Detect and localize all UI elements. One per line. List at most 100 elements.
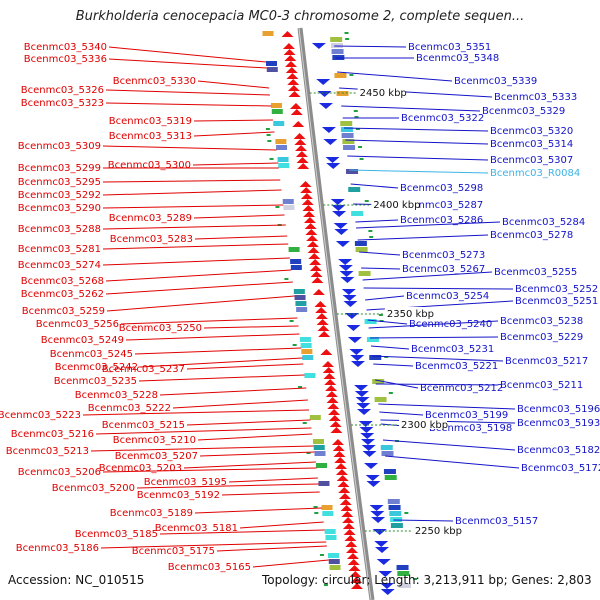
left-gene-label[interactable]: Bcenmc03_5242 bbox=[55, 362, 138, 373]
left-gene-label[interactable]: Bcenmc03_5222 bbox=[88, 403, 171, 414]
right-gene-label[interactable]: Bcenmc03_5193 bbox=[517, 418, 600, 429]
right-gene-label[interactable]: Bcenmc03_5339 bbox=[454, 76, 537, 87]
right-gene-label[interactable]: Bcenmc03_5252 bbox=[515, 284, 598, 295]
left-gene-label[interactable]: Bcenmc03_5228 bbox=[75, 390, 158, 401]
right-gene-label[interactable]: Bcenmc03_R0084 bbox=[490, 168, 580, 179]
left-gene-label[interactable]: Bcenmc03_5268 bbox=[21, 276, 104, 287]
left-gene-label[interactable]: Bcenmc03_5259 bbox=[22, 306, 105, 317]
right-gene-label[interactable]: Bcenmc03_5212 bbox=[420, 383, 503, 394]
right-gene-label[interactable]: Bcenmc03_5211 bbox=[500, 380, 583, 391]
left-gene-label[interactable]: Bcenmc03_5309 bbox=[18, 141, 101, 152]
right-gene-label[interactable]: Bcenmc03_5254 bbox=[406, 291, 489, 302]
left-gene-label[interactable]: Bcenmc03_5195 bbox=[144, 477, 227, 488]
right-gene-label[interactable]: Bcenmc03_5329 bbox=[482, 106, 565, 117]
left-gene-label[interactable]: Bcenmc03_5185 bbox=[75, 529, 158, 540]
left-gene-label[interactable]: Bcenmc03_5250 bbox=[119, 323, 202, 334]
right-connector-line bbox=[365, 295, 405, 301]
left-gene-label[interactable]: Bcenmc03_5340 bbox=[24, 42, 107, 53]
scale-tick-label: 2250 kbp bbox=[415, 526, 462, 537]
cog-block-left bbox=[312, 439, 324, 444]
left-connector-line bbox=[90, 445, 314, 452]
left-gene-label[interactable]: Bcenmc03_5288 bbox=[18, 224, 101, 235]
cog-block-right bbox=[364, 319, 377, 324]
left-gene-label[interactable]: Bcenmc03_5210 bbox=[113, 435, 196, 446]
right-gene-label[interactable]: Bcenmc03_5231 bbox=[411, 344, 494, 355]
left-gene-label[interactable]: Bcenmc03_5319 bbox=[109, 116, 192, 127]
cog-block-right bbox=[396, 565, 409, 570]
right-gene-label[interactable]: Bcenmc03_5255 bbox=[494, 267, 577, 278]
right-gene-label[interactable]: Bcenmc03_5157 bbox=[455, 516, 538, 527]
right-gene-label[interactable]: Bcenmc03_5217 bbox=[505, 356, 588, 367]
left-gene-label[interactable]: Bcenmc03_5165 bbox=[168, 562, 251, 573]
right-connector-line bbox=[350, 183, 399, 189]
left-gene-label[interactable]: Bcenmc03_5313 bbox=[109, 131, 192, 142]
left-gene-label[interactable]: Bcenmc03_5207 bbox=[115, 451, 198, 462]
right-gene-label[interactable]: Bcenmc03_5320 bbox=[490, 126, 573, 137]
left-gene-label[interactable]: Bcenmc03_5330 bbox=[113, 76, 196, 87]
right-gene-label[interactable]: Bcenmc03_5199 bbox=[425, 410, 508, 421]
left-gene-label[interactable]: Bcenmc03_5175 bbox=[132, 546, 215, 557]
right-gene-label[interactable]: Bcenmc03_5196 bbox=[517, 404, 600, 415]
left-gene-label[interactable]: Bcenmc03_5292 bbox=[18, 190, 101, 201]
forward-gene-arrow bbox=[305, 229, 318, 235]
left-gene-label[interactable]: Bcenmc03_5262 bbox=[21, 289, 104, 300]
left-gene-label[interactable]: Bcenmc03_5186 bbox=[16, 543, 99, 554]
left-gene-label[interactable]: Bcenmc03_5203 bbox=[99, 463, 182, 474]
left-gene-label[interactable]: Bcenmc03_5200 bbox=[52, 483, 135, 494]
cog-block-left bbox=[266, 67, 278, 72]
forward-gene-arrow bbox=[295, 145, 308, 151]
left-gene-label[interactable]: Bcenmc03_5206 bbox=[18, 467, 101, 478]
right-gene-label[interactable]: Bcenmc03_5286 bbox=[400, 215, 483, 226]
left-gene-label[interactable]: Bcenmc03_5274 bbox=[18, 260, 101, 271]
left-gene-label[interactable]: Bcenmc03_5323 bbox=[21, 98, 104, 109]
right-gene-label[interactable]: Bcenmc03_5287 bbox=[400, 200, 483, 211]
right-gene-label[interactable]: Bcenmc03_5333 bbox=[494, 92, 577, 103]
right-gene-label[interactable]: Bcenmc03_5229 bbox=[500, 332, 583, 343]
left-gene-label[interactable]: Bcenmc03_5299 bbox=[18, 163, 101, 174]
reverse-gene-arrow bbox=[311, 43, 326, 49]
left-gene-label[interactable]: Bcenmc03_5249 bbox=[41, 335, 124, 346]
left-gene-label[interactable]: Bcenmc03_5281 bbox=[18, 244, 101, 255]
left-gene-label[interactable]: Bcenmc03_5223 bbox=[0, 410, 81, 421]
right-gene-label[interactable]: Bcenmc03_5240 bbox=[409, 319, 492, 330]
right-gene-label[interactable]: Bcenmc03_5182 bbox=[517, 445, 600, 456]
left-gene-label[interactable]: Bcenmc03_5235 bbox=[54, 376, 137, 387]
right-gene-label[interactable]: Bcenmc03_5307 bbox=[490, 155, 573, 166]
left-gene-label[interactable]: Bcenmc03_5189 bbox=[110, 508, 193, 519]
right-gene-label[interactable]: Bcenmc03_5284 bbox=[502, 217, 585, 228]
left-gene-label[interactable]: Bcenmc03_5237 bbox=[102, 364, 185, 375]
right-gene-label[interactable]: Bcenmc03_5238 bbox=[500, 316, 583, 327]
left-gene-label[interactable]: Bcenmc03_5336 bbox=[24, 54, 107, 65]
cog-block-right bbox=[369, 355, 382, 360]
right-gene-label[interactable]: Bcenmc03_5172 bbox=[521, 463, 600, 474]
right-gene-label[interactable]: Bcenmc03_5351 bbox=[408, 42, 491, 53]
left-gene-label[interactable]: Bcenmc03_5300 bbox=[108, 160, 191, 171]
left-gene-label[interactable]: Bcenmc03_5245 bbox=[50, 349, 133, 360]
left-gene-label[interactable]: Bcenmc03_5256 bbox=[36, 319, 119, 330]
right-gene-label[interactable]: Bcenmc03_5298 bbox=[400, 183, 483, 194]
left-gene-label[interactable]: Bcenmc03_5289 bbox=[109, 213, 192, 224]
right-gene-label[interactable]: Bcenmc03_5278 bbox=[490, 230, 573, 241]
left-gene-label[interactable]: Bcenmc03_5181 bbox=[155, 523, 238, 534]
right-gene-label[interactable]: Bcenmc03_5198 bbox=[429, 423, 512, 434]
left-gene-label[interactable]: Bcenmc03_5326 bbox=[21, 85, 104, 96]
right-gene-label[interactable]: Bcenmc03_5314 bbox=[490, 139, 573, 150]
right-gene-label[interactable]: Bcenmc03_5322 bbox=[401, 113, 484, 124]
left-gene-label[interactable]: Bcenmc03_5283 bbox=[110, 234, 193, 245]
reverse-gene-arrow bbox=[372, 529, 387, 535]
left-gene-label[interactable]: Bcenmc03_5290 bbox=[18, 203, 101, 214]
right-gene-label[interactable]: Bcenmc03_5251 bbox=[515, 296, 598, 307]
right-gene-label[interactable]: Bcenmc03_5221 bbox=[415, 361, 498, 372]
marker-right bbox=[344, 32, 349, 34]
right-gene-label[interactable]: Bcenmc03_5267 bbox=[402, 264, 485, 275]
right-gene-label[interactable]: Bcenmc03_5273 bbox=[402, 250, 485, 261]
left-gene-label[interactable]: Bcenmc03_5216 bbox=[11, 429, 94, 440]
left-gene-label[interactable]: Bcenmc03_5295 bbox=[18, 177, 101, 188]
cog-block-left bbox=[273, 121, 285, 126]
left-gene-label[interactable]: Bcenmc03_5192 bbox=[137, 490, 220, 501]
left-gene-label[interactable]: Bcenmc03_5215 bbox=[102, 420, 185, 431]
forward-gene-arrow bbox=[315, 307, 328, 313]
left-gene-label[interactable]: Bcenmc03_5213 bbox=[6, 446, 89, 457]
right-gene-label[interactable]: Bcenmc03_5348 bbox=[416, 53, 499, 64]
